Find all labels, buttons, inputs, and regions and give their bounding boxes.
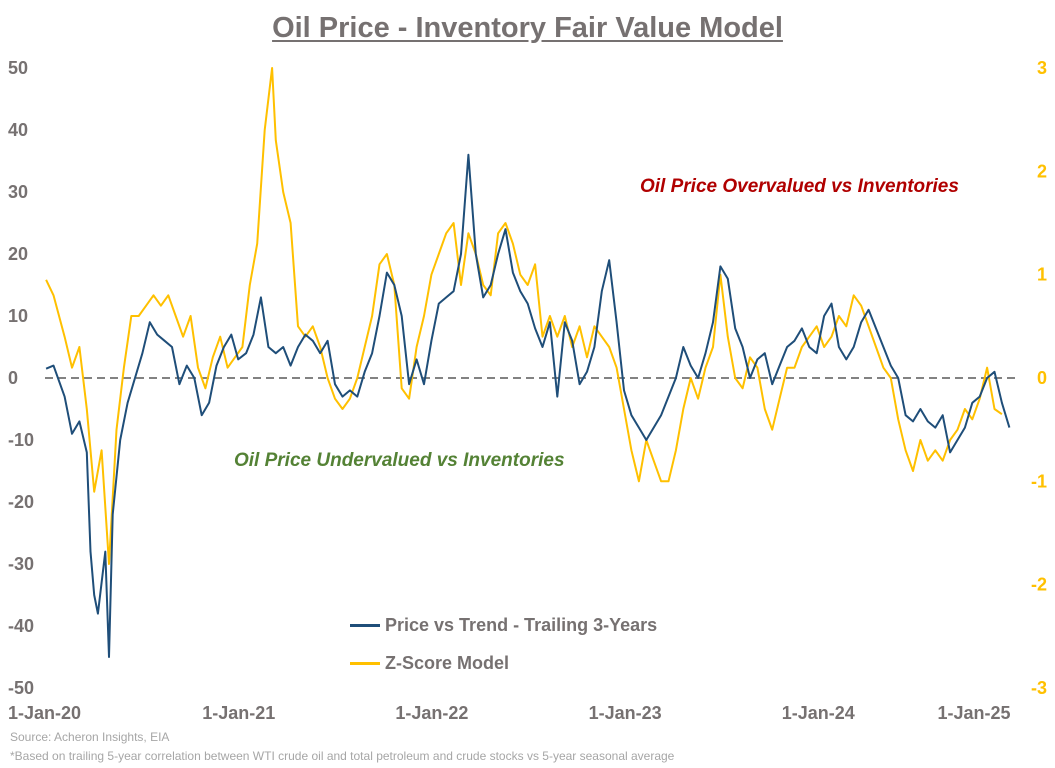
source-note: Source: Acheron Insights, EIA [10,730,170,744]
left-axis-tick-label: 10 [8,306,28,326]
x-axis-tick-label: 1-Jan-24 [782,703,855,723]
left-axis-ticks: 50 40 30 20 10 0 -10 -20 -30 -40 -50 [8,58,34,698]
legend-swatch-price [350,623,380,627]
x-axis-tick-label: 1-Jan-22 [395,703,468,723]
right-axis-tick-label: -3 [1031,678,1047,698]
left-axis-tick-label: 0 [8,368,18,388]
left-axis-tick-label: 50 [8,58,28,78]
right-axis-ticks: 3 2 1 0 -1 -2 -3 [1031,58,1047,698]
legend-swatch-zscore [350,661,380,665]
legend-label-price: Price vs Trend - Trailing 3-Years [385,614,658,635]
x-axis-tick-label: 1-Jan-20 [8,703,81,723]
annotation-overvalued: Oil Price Overvalued vs Inventories [640,176,959,197]
right-axis-tick-label: -2 [1031,575,1047,595]
left-axis-tick-label: -50 [8,678,34,698]
left-axis-tick-label: -20 [8,492,34,512]
legend: Price vs Trend - Trailing 3-Years Z-Scor… [350,606,657,682]
left-axis-tick-label: -40 [8,616,34,636]
left-axis-tick-label: 30 [8,182,28,202]
left-axis-tick-label: -10 [8,430,34,450]
legend-item-zscore: Z-Score Model [350,644,657,682]
series-line-price-vs-trend [45,153,1011,658]
legend-label-zscore: Z-Score Model [385,652,510,673]
legend-item-price: Price vs Trend - Trailing 3-Years [350,606,657,644]
right-axis-tick-label: -1 [1031,471,1047,491]
x-axis-tick-label: 1-Jan-23 [589,703,662,723]
left-axis-tick-label: 20 [8,244,28,264]
x-axis-ticks: 1-Jan-20 1-Jan-21 1-Jan-22 1-Jan-23 1-Jan-24… [8,703,1011,723]
right-axis-tick-label: 0 [1037,368,1047,388]
footnote: *Based on trailing 5-year correlation be… [10,749,675,763]
left-axis-tick-label: 40 [8,120,28,140]
chart-title: Oil Price - Inventory Fair Value Model [272,12,783,44]
left-axis-tick-label: -30 [8,554,34,574]
x-axis-tick-label: 1-Jan-25 [937,703,1010,723]
x-axis-tick-label: 1-Jan-21 [202,703,275,723]
right-axis-tick-label: 3 [1037,58,1047,78]
series-line-z-score-model [45,67,1003,565]
right-axis-tick-label: 2 [1037,161,1047,181]
right-axis-tick-label: 1 [1037,265,1047,285]
annotation-undervalued: Oil Price Undervalued vs Inventories [234,450,565,471]
